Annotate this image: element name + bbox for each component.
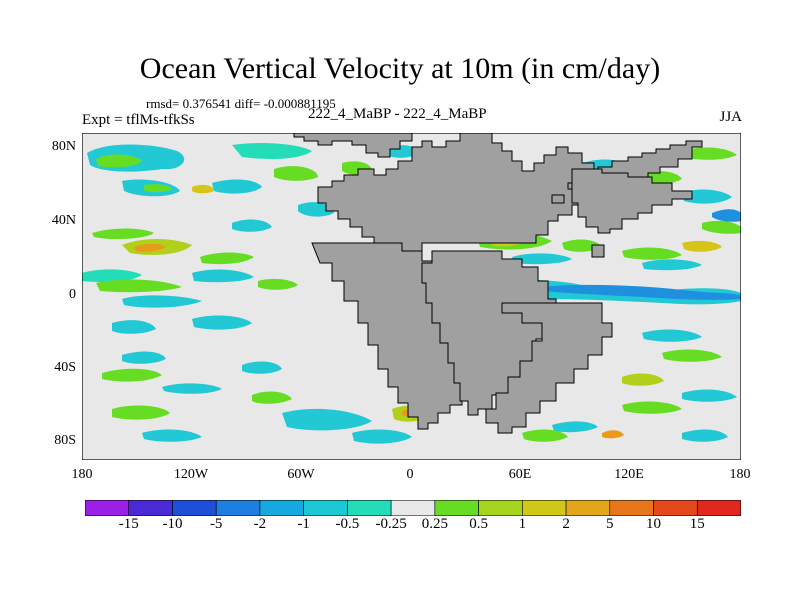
contour-cyan (712, 209, 741, 222)
colorbar-tick-label: -0.5 (335, 516, 360, 532)
lon-label-180w: 180 (71, 467, 93, 482)
velocity-map (82, 133, 741, 460)
contour-green (522, 429, 568, 442)
contour-cyan (242, 361, 282, 374)
contour-teal (232, 143, 312, 159)
colorbar (85, 500, 741, 516)
colorbar-swatch (303, 500, 348, 516)
contour-cyan (112, 320, 156, 334)
colorbar-tick-label: -10 (162, 516, 183, 532)
colorbar-swatch (565, 500, 611, 516)
contour-cyan (162, 383, 222, 394)
colorbar-tick-label: -5 (209, 516, 223, 532)
contour-green (702, 220, 741, 234)
lat-label-40s: 40S (54, 360, 76, 375)
colorbar-swatch (478, 500, 523, 516)
contour-blue (542, 284, 741, 300)
contour-green (622, 373, 664, 386)
contour-green (112, 405, 170, 420)
contour-cyan (512, 253, 572, 265)
season-label: JJA (719, 109, 742, 125)
lon-label-120w: 120W (173, 467, 209, 482)
contour-green (200, 252, 254, 265)
contour-cyan (682, 389, 737, 402)
land-east-asia-2 (591, 244, 605, 258)
colorbar-swatch (128, 500, 173, 516)
colorbar-tick-label: 1 (518, 516, 527, 532)
contour-green (96, 279, 182, 293)
contour-cyan (642, 329, 702, 342)
colorbar-swatch (347, 500, 392, 516)
colorbar-swatch (85, 500, 130, 516)
contour-cyan (122, 351, 166, 364)
colorbar-tick-label: 2 (562, 516, 570, 532)
lon-label-60e: 60E (508, 467, 532, 482)
contour-orange (602, 430, 624, 439)
colorbar-swatch (172, 500, 217, 516)
colorbar-tick-label: 0.5 (469, 516, 488, 532)
lat-label-80n: 80N (51, 139, 76, 154)
lon-label-60w: 60W (287, 467, 315, 482)
contour-cyan (192, 315, 252, 330)
contour-green (682, 147, 737, 160)
colorbar-tick-label: 15 (689, 516, 705, 532)
colorbar-swatch (609, 500, 654, 516)
colorbar-swatch (696, 500, 741, 516)
contour-green (252, 391, 292, 404)
rmsd-diff-stats: rmsd= 0.376541 diff= -0.000881195 (146, 96, 336, 111)
contour-green (92, 228, 154, 240)
contour-cyan (122, 295, 202, 308)
colorbar-tick-label: -0.25 (375, 516, 407, 532)
contour-cyan (142, 429, 202, 442)
colorbar-swatch (215, 500, 261, 516)
contour-cyan (232, 219, 272, 232)
contour-cyan (642, 259, 702, 271)
contour-green (102, 368, 162, 382)
contour-cyan (552, 421, 598, 433)
contour-cyan (682, 189, 732, 204)
contour-green (622, 401, 682, 414)
contour-cyan (352, 429, 412, 444)
lat-label-80s: 80S (54, 433, 76, 448)
lat-label-0: 0 (69, 287, 76, 302)
contour-cyan (282, 408, 372, 431)
colorbar-tick-label: -15 (118, 516, 139, 532)
colorbar-swatch (434, 500, 479, 516)
land-greenland (293, 133, 413, 158)
experiment-label: Expt = tflMs-tfkSs (82, 112, 195, 128)
contour-cyan (212, 179, 262, 194)
contour-green (258, 278, 298, 290)
contour-green (622, 247, 682, 260)
contour-yellow (682, 240, 722, 252)
colorbar-tick-label: 10 (646, 516, 662, 532)
colorbar-swatch (522, 500, 567, 516)
lon-label-120e: 120E (614, 467, 644, 482)
colorbar-tick-label: 0.25 (421, 516, 448, 532)
lon-label-0: 0 (406, 467, 414, 482)
contour-green (274, 166, 318, 181)
contour-yellow (192, 184, 214, 194)
colorbar-swatch (390, 500, 436, 516)
colorbar-tick-label: -2 (253, 516, 267, 532)
contour-cyan (682, 429, 728, 442)
map-title: Ocean Vertical Velocity at 10m (in cm/da… (139, 52, 661, 85)
colorbar-swatch (653, 500, 698, 516)
land-siberia (571, 168, 693, 234)
colorbar-tick-label: -1 (297, 516, 310, 532)
contour-teal (82, 269, 142, 283)
land-southeast (485, 302, 613, 434)
contour-green (662, 349, 722, 362)
contour-orange (134, 244, 166, 252)
colorbar-tick-label: 5 (606, 516, 614, 532)
land-mask (293, 133, 703, 434)
contour-cyan (298, 202, 334, 217)
colorbar-swatch (259, 500, 304, 516)
land-east-asia (551, 194, 565, 204)
contour-green (96, 154, 142, 168)
lon-label-180e: 180 (729, 467, 751, 482)
run-comparison-label: 222_4_MaBP - 222_4_MaBP (308, 106, 487, 122)
contour-cyan (192, 269, 254, 283)
lat-label-40n: 40N (51, 213, 76, 228)
contour-green (144, 184, 172, 193)
